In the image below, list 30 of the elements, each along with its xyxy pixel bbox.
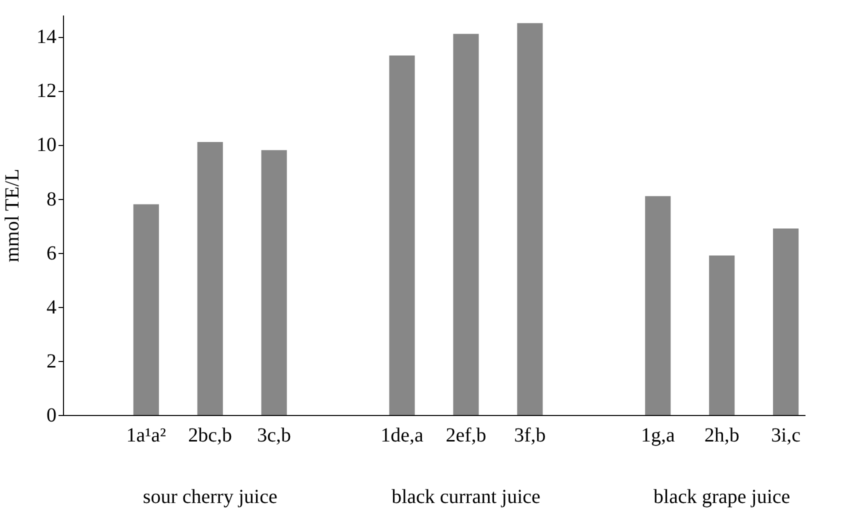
bar bbox=[709, 256, 735, 415]
bar bbox=[389, 56, 415, 415]
y-tick-label: 10 bbox=[36, 134, 56, 156]
x-tick-label: 3f,b bbox=[514, 424, 546, 446]
y-tick-label: 2 bbox=[46, 350, 56, 372]
bar bbox=[133, 204, 159, 415]
y-tick-label: 14 bbox=[36, 26, 56, 48]
y-tick-label: 6 bbox=[46, 242, 56, 264]
x-tick-label: 2h,b bbox=[704, 424, 740, 446]
y-tick-label: 0 bbox=[46, 404, 56, 426]
text: sour cherry juice bbox=[142, 486, 278, 508]
y-tick-label: 12 bbox=[36, 80, 56, 102]
y-axis-title: mmol TE/L bbox=[2, 168, 24, 262]
x-tick-label: 3c,b bbox=[257, 424, 292, 446]
bar bbox=[261, 150, 287, 415]
y-tick-label: 8 bbox=[46, 188, 56, 210]
x-tick-label: 3i,c bbox=[771, 424, 801, 446]
x-tick-label: 2bc,b bbox=[188, 424, 232, 446]
bar bbox=[517, 23, 543, 415]
text: black grape juice bbox=[654, 486, 790, 508]
x-tick-label: 1a¹a² bbox=[126, 424, 166, 446]
text: black currant juice bbox=[392, 486, 541, 508]
y-tick-label: 4 bbox=[46, 296, 56, 318]
bar bbox=[773, 228, 799, 415]
x-tick-label: 2ef,b bbox=[446, 424, 486, 446]
bar bbox=[645, 196, 671, 415]
x-tick-label: 1g,a bbox=[640, 424, 675, 446]
x-tick-label: 1de,a bbox=[380, 424, 424, 446]
bar bbox=[197, 142, 223, 415]
bar bbox=[453, 34, 479, 415]
